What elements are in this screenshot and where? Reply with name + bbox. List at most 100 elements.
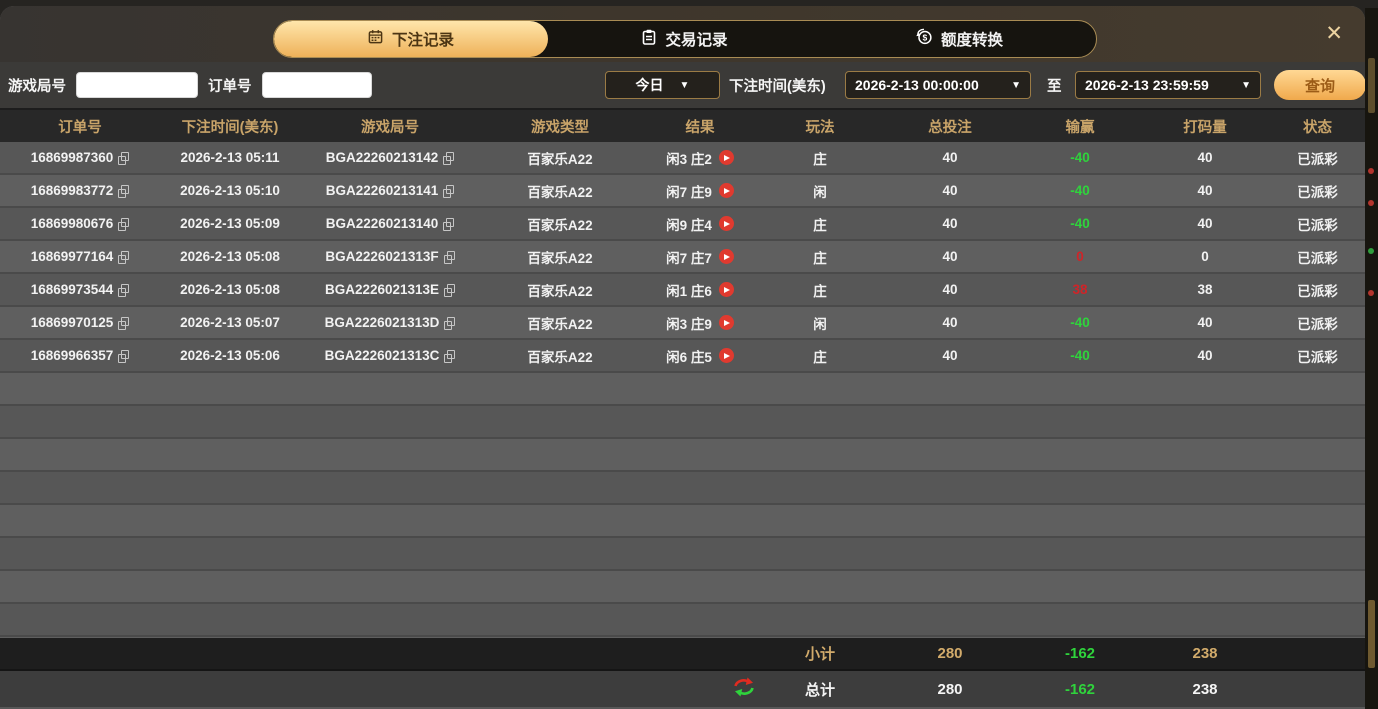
cell-order-no: 16869987360 xyxy=(0,150,160,165)
cell-total-bet: 40 xyxy=(942,150,958,165)
empty-row xyxy=(0,505,1365,538)
table-row: 16869973544 2026-2-13 05:08 BGA2226021313E… xyxy=(0,274,1365,307)
empty-row xyxy=(0,373,1365,406)
cell-round-no: BGA2226021313F xyxy=(300,249,480,264)
copy-icon[interactable] xyxy=(118,250,130,264)
close-icon[interactable]: ✕ xyxy=(1325,22,1343,45)
empty-row xyxy=(0,439,1365,472)
play-icon[interactable] xyxy=(718,282,734,297)
copy-icon[interactable] xyxy=(118,151,130,165)
background-artifact xyxy=(1368,290,1374,296)
cell-round-no: BGA22260213140 xyxy=(300,216,480,231)
cell-bet-time: 2026-2-13 05:11 xyxy=(180,150,280,165)
cell-round-no: BGA2226021313E xyxy=(300,282,480,297)
cell-game-type: 百家乐A22 xyxy=(527,349,593,365)
cell-game-type: 百家乐A22 xyxy=(527,217,593,233)
cell-status: 已派彩 xyxy=(1297,184,1338,200)
game-round-input[interactable] xyxy=(76,72,198,98)
total-row: 总计 280 -162 238 xyxy=(0,671,1365,707)
play-icon[interactable] xyxy=(718,183,734,198)
copy-icon[interactable] xyxy=(118,349,130,363)
cell-total-bet: 40 xyxy=(942,282,958,297)
play-icon[interactable] xyxy=(718,150,734,165)
copy-icon[interactable] xyxy=(444,349,456,363)
play-icon[interactable] xyxy=(718,315,734,330)
date-preset-select[interactable]: 今日 ▼ xyxy=(605,71,720,99)
time-to-select[interactable]: 2026-2-13 23:59:59 ▼ xyxy=(1075,71,1261,99)
copy-icon[interactable] xyxy=(118,184,130,198)
tab-bar: 下注记录 交易记录 $ 额度转换 xyxy=(273,20,1097,58)
query-button[interactable]: 查询 xyxy=(1274,70,1365,100)
cell-result: 闲1 庄6 xyxy=(640,280,760,300)
cell-round-no: BGA22260213141 xyxy=(300,183,480,198)
cell-turnover: 40 xyxy=(1197,150,1213,165)
cell-result: 闲9 庄4 xyxy=(640,214,760,234)
cell-bet-time: 2026-2-13 05:09 xyxy=(180,216,280,231)
cell-bet-time: 2026-2-13 05:08 xyxy=(180,249,280,264)
cell-turnover: 0 xyxy=(1201,249,1209,264)
cell-result: 闲7 庄9 xyxy=(640,181,760,201)
empty-row xyxy=(0,571,1365,604)
cell-round-no: BGA22260213142 xyxy=(300,150,480,165)
cell-play-type: 庄 xyxy=(813,217,827,233)
time-from-select[interactable]: 2026-2-13 00:00:00 ▼ xyxy=(845,71,1031,99)
copy-icon[interactable] xyxy=(118,283,130,297)
copy-icon[interactable] xyxy=(443,184,455,198)
cell-result: 闲3 庄2 xyxy=(640,148,760,168)
tab-label: 下注记录 xyxy=(391,32,454,49)
cell-total-bet: 40 xyxy=(942,216,958,231)
cell-total-bet: 40 xyxy=(942,315,958,330)
copy-icon[interactable] xyxy=(118,217,130,231)
filter-bar: 游戏局号 订单号 今日 ▼ 下注时间(美东) 2026-2-13 00:00:0… xyxy=(0,62,1365,108)
cell-turnover: 40 xyxy=(1197,348,1213,363)
game-round-label: 游戏局号 xyxy=(8,78,66,95)
tab-quota-transfer[interactable]: $ 额度转换 xyxy=(822,21,1096,57)
copy-icon[interactable] xyxy=(443,217,455,231)
cell-round-no: BGA2226021313C xyxy=(300,348,480,363)
cell-result: 闲7 庄7 xyxy=(640,247,760,267)
tab-transaction-records[interactable]: 交易记录 xyxy=(548,21,822,57)
play-icon[interactable] xyxy=(718,249,734,264)
cell-game-type: 百家乐A22 xyxy=(527,283,593,299)
order-no-input[interactable] xyxy=(262,72,372,98)
refresh-swap-icon[interactable] xyxy=(732,677,756,701)
play-icon[interactable] xyxy=(718,216,734,231)
copy-icon[interactable] xyxy=(444,316,456,330)
column-header: 总投注 xyxy=(928,119,972,136)
cell-status: 已派彩 xyxy=(1297,151,1338,167)
background-artifact xyxy=(1368,200,1374,206)
cell-bet-time: 2026-2-13 05:10 xyxy=(180,183,280,198)
chevron-down-icon: ▼ xyxy=(1011,79,1021,91)
tab-label: 交易记录 xyxy=(665,32,728,49)
subtotal-row: 小计 280 -162 238 xyxy=(0,638,1365,671)
cell-turnover: 40 xyxy=(1197,216,1213,231)
modal-header: 下注记录 交易记录 $ 额度转换 ✕ xyxy=(0,6,1365,62)
tab-betting-records[interactable]: 下注记录 xyxy=(274,21,548,57)
order-no-label: 订单号 xyxy=(208,78,252,95)
copy-icon[interactable] xyxy=(443,250,455,264)
column-header: 玩法 xyxy=(805,119,835,136)
empty-row xyxy=(0,406,1365,439)
cell-round-no: BGA2226021313D xyxy=(300,315,480,330)
calendar-icon xyxy=(368,29,383,49)
cell-order-no: 16869977164 xyxy=(0,249,160,264)
cell-total-bet: 40 xyxy=(942,348,958,363)
copy-icon[interactable] xyxy=(444,283,456,297)
copy-icon[interactable] xyxy=(118,316,130,330)
column-header: 订单号 xyxy=(58,119,102,136)
cell-win-loss: -40 xyxy=(1070,150,1090,165)
column-header: 下注时间(美东) xyxy=(181,119,279,136)
time-to-value: 2026-2-13 23:59:59 xyxy=(1085,77,1209,93)
chevron-down-icon: ▼ xyxy=(679,79,690,91)
cell-turnover: 40 xyxy=(1197,183,1213,198)
play-icon[interactable] xyxy=(718,348,734,363)
cell-game-type: 百家乐A22 xyxy=(527,316,593,332)
cell-result: 闲3 庄9 xyxy=(640,313,760,333)
subtotal-turnover: 238 xyxy=(1192,645,1218,662)
table-row: 16869987360 2026-2-13 05:11 BGA22260213142… xyxy=(0,142,1365,175)
cell-total-bet: 40 xyxy=(942,249,958,264)
copy-icon[interactable] xyxy=(443,151,455,165)
cell-play-type: 闲 xyxy=(813,184,827,200)
total-turnover: 238 xyxy=(1192,680,1218,698)
empty-row xyxy=(0,538,1365,571)
